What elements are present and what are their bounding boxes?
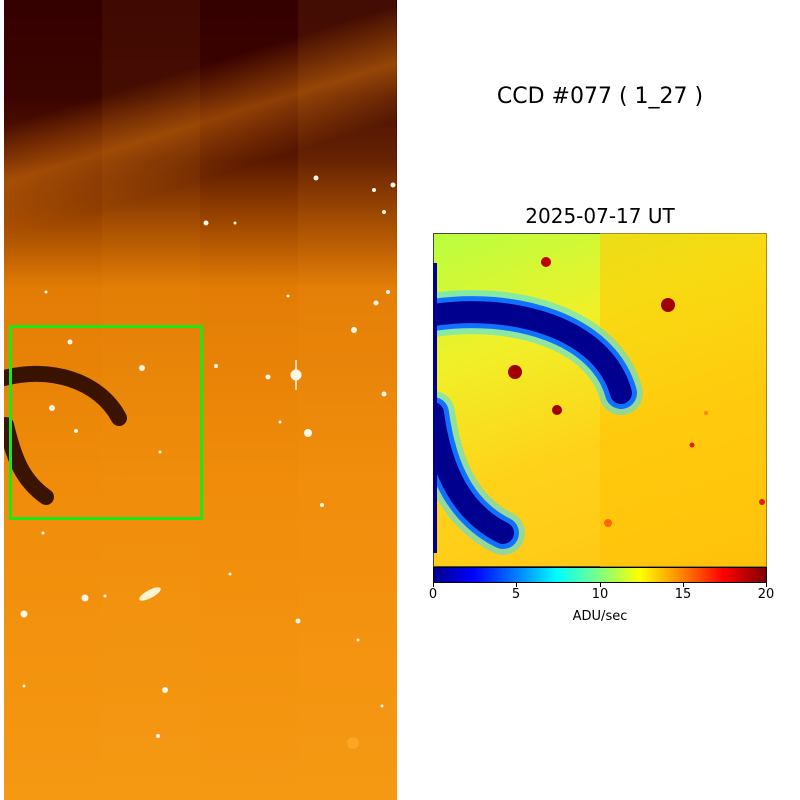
colorbar-tick-label: 20 [757, 587, 775, 602]
star [22, 684, 26, 688]
colorbar-axis-label: ADU/sec [572, 609, 628, 624]
source [541, 257, 551, 267]
star [139, 365, 145, 371]
colorbar-tick-label: 0 [428, 587, 438, 602]
edge-band [433, 263, 437, 553]
dark-arc-upper [4, 365, 127, 426]
star [162, 687, 168, 693]
star [67, 339, 73, 345]
star [158, 450, 162, 454]
colorbar-tick [683, 583, 684, 587]
star [20, 610, 28, 618]
star [74, 429, 78, 433]
star [156, 734, 160, 738]
ccd-full-image [4, 0, 397, 800]
star [382, 210, 386, 214]
star [381, 391, 387, 397]
zoom-region-box [9, 325, 203, 520]
observation-date: 2025-07-17 UT [525, 204, 675, 228]
source [759, 499, 765, 505]
star [304, 429, 312, 437]
star [278, 420, 282, 424]
amplifier-stripe [298, 0, 396, 800]
ccd-title: CCD #077 ( 1_27 ) [496, 84, 704, 109]
star [44, 290, 48, 294]
star [233, 221, 237, 225]
arc-upper-core [433, 301, 632, 404]
dark-arc-lower [4, 417, 54, 505]
star [228, 572, 232, 576]
colorbar-tick-label: 10 [591, 587, 609, 602]
zoom-detail-image [433, 233, 767, 567]
zoom-overlay [433, 257, 765, 555]
faint-halo [347, 737, 359, 749]
star [49, 405, 55, 411]
colorbar-tick [516, 583, 517, 587]
colorbar-tick-label: 5 [511, 587, 521, 602]
star [320, 503, 324, 507]
ccd-sources-overlay [4, 175, 396, 749]
star [356, 638, 360, 642]
star [295, 618, 301, 624]
colorbar-tick [766, 583, 767, 587]
star [313, 175, 319, 181]
source [508, 365, 522, 379]
star [286, 294, 290, 298]
star [41, 531, 45, 535]
star [81, 594, 89, 602]
source [604, 519, 612, 527]
star [386, 290, 390, 294]
galaxy [139, 587, 161, 601]
star [390, 182, 396, 188]
colorbar-tick-label: 15 [674, 587, 692, 602]
source [661, 298, 675, 312]
source [689, 442, 695, 448]
colorbar-tick [433, 583, 434, 587]
source [552, 405, 562, 415]
star [214, 364, 218, 368]
amplifier-stripe [102, 0, 200, 800]
star [203, 220, 209, 226]
star [103, 594, 107, 598]
star [373, 300, 379, 306]
star [351, 327, 357, 333]
colorbar [433, 567, 767, 583]
star [372, 188, 376, 192]
star [380, 704, 384, 708]
source [704, 411, 708, 415]
star [265, 374, 271, 380]
colorbar-tick [600, 583, 601, 587]
